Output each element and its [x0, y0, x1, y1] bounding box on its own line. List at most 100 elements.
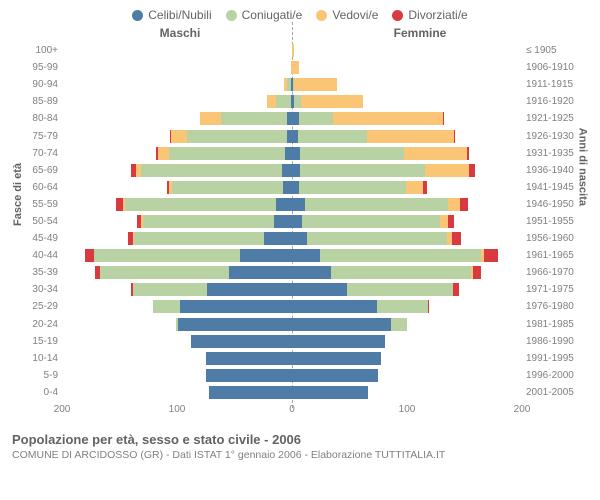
age-tick: 10-14 [20, 353, 62, 364]
male-half [62, 127, 292, 144]
age-row: 100+≤ 1905 [20, 42, 580, 59]
stacked-bar [209, 386, 292, 399]
bar-pair [62, 179, 522, 196]
bar-segment [298, 130, 367, 143]
male-half [62, 76, 292, 93]
stacked-bar [131, 283, 292, 296]
birth-tick: 1906-1910 [522, 62, 580, 73]
x-axis: 2001000100200 [20, 404, 580, 418]
bar-segment [276, 95, 291, 108]
legend-swatch [316, 10, 327, 21]
bar-segment [292, 61, 299, 74]
female-half [292, 127, 522, 144]
bar-segment [454, 130, 455, 143]
stacked-bar [156, 147, 292, 160]
bar-segment [292, 215, 302, 228]
bar-segment [305, 198, 449, 211]
x-tick: 100 [399, 404, 416, 415]
bar-segment [292, 266, 331, 279]
birth-tick: 1966-1970 [522, 267, 580, 278]
female-half [292, 162, 522, 179]
bar-segment [292, 147, 300, 160]
bar-segment [425, 164, 469, 177]
age-row: 50-541951-1955 [20, 213, 580, 230]
stacked-bar [292, 386, 368, 399]
bar-segment [302, 215, 440, 228]
age-tick: 0-4 [20, 387, 62, 398]
bar-segment [320, 249, 481, 262]
female-half [292, 93, 522, 110]
bar-pair [62, 316, 522, 333]
bar-segment [274, 215, 292, 228]
age-row: 70-741931-1935 [20, 145, 580, 162]
bar-segment [292, 386, 368, 399]
female-half [292, 264, 522, 281]
stacked-bar [292, 78, 337, 91]
x-tick: 100 [169, 404, 186, 415]
female-half [292, 230, 522, 247]
bar-pair [62, 110, 522, 127]
age-row: 75-791926-1930 [20, 127, 580, 144]
stacked-bar [292, 352, 381, 365]
female-half [292, 213, 522, 230]
male-half [62, 298, 292, 315]
bar-segment [423, 181, 426, 194]
bar-segment [285, 147, 292, 160]
stacked-bar [284, 78, 292, 91]
bar-pair [62, 42, 522, 59]
bar-segment [300, 164, 425, 177]
age-tick: 70-74 [20, 148, 62, 159]
female-half [292, 110, 522, 127]
stacked-bar [191, 335, 292, 348]
age-row: 95-99 1906-1910 [20, 59, 580, 76]
age-row: 15-191986-1990 [20, 333, 580, 350]
stacked-bar [95, 266, 292, 279]
bar-segment [391, 318, 407, 331]
male-half [62, 145, 292, 162]
bar-segment [292, 318, 391, 331]
male-half [62, 93, 292, 110]
bar-segment [467, 147, 469, 160]
stacked-bar [292, 266, 481, 279]
stacked-bar [292, 249, 498, 262]
pyramid-chart: Maschi Femmine Fasce di età Anni di nasc… [20, 26, 580, 426]
age-tick: 90-94 [20, 79, 62, 90]
birth-tick: 1946-1950 [522, 199, 580, 210]
bar-segment [469, 164, 475, 177]
bar-segment [404, 147, 467, 160]
bar-segment [294, 95, 301, 108]
bar-pair [62, 298, 522, 315]
male-half [62, 196, 292, 213]
bar-segment [473, 266, 481, 279]
bar-pair [62, 247, 522, 264]
male-half [62, 110, 292, 127]
birth-tick: 1916-1920 [522, 96, 580, 107]
bar-segment [448, 215, 454, 228]
legend-item: Coniugati/e [226, 8, 303, 22]
male-half [62, 264, 292, 281]
age-tick: 95-99 [20, 62, 62, 73]
stacked-bar [85, 249, 292, 262]
age-tick: 40-44 [20, 250, 62, 261]
bar-segment [282, 164, 292, 177]
bar-segment [171, 130, 187, 143]
stacked-bar [292, 215, 454, 228]
birth-tick: 1941-1945 [522, 182, 580, 193]
male-half [62, 247, 292, 264]
legend-label: Celibi/Nubili [148, 8, 211, 22]
bar-pair [62, 59, 522, 76]
bar-segment [267, 95, 276, 108]
age-row: 60-641941-1945 [20, 179, 580, 196]
birth-tick: 1996-2000 [522, 370, 580, 381]
male-half [62, 350, 292, 367]
bar-segment [292, 44, 294, 57]
birth-tick: 1961-1965 [522, 250, 580, 261]
female-half [292, 196, 522, 213]
male-half [62, 384, 292, 401]
birth-tick: 1956-1960 [522, 233, 580, 244]
age-row: 10-141991-1995 [20, 350, 580, 367]
bar-segment [187, 130, 287, 143]
age-row: 80-841921-1925 [20, 110, 580, 127]
age-tick: 20-24 [20, 319, 62, 330]
bar-segment [85, 249, 94, 262]
